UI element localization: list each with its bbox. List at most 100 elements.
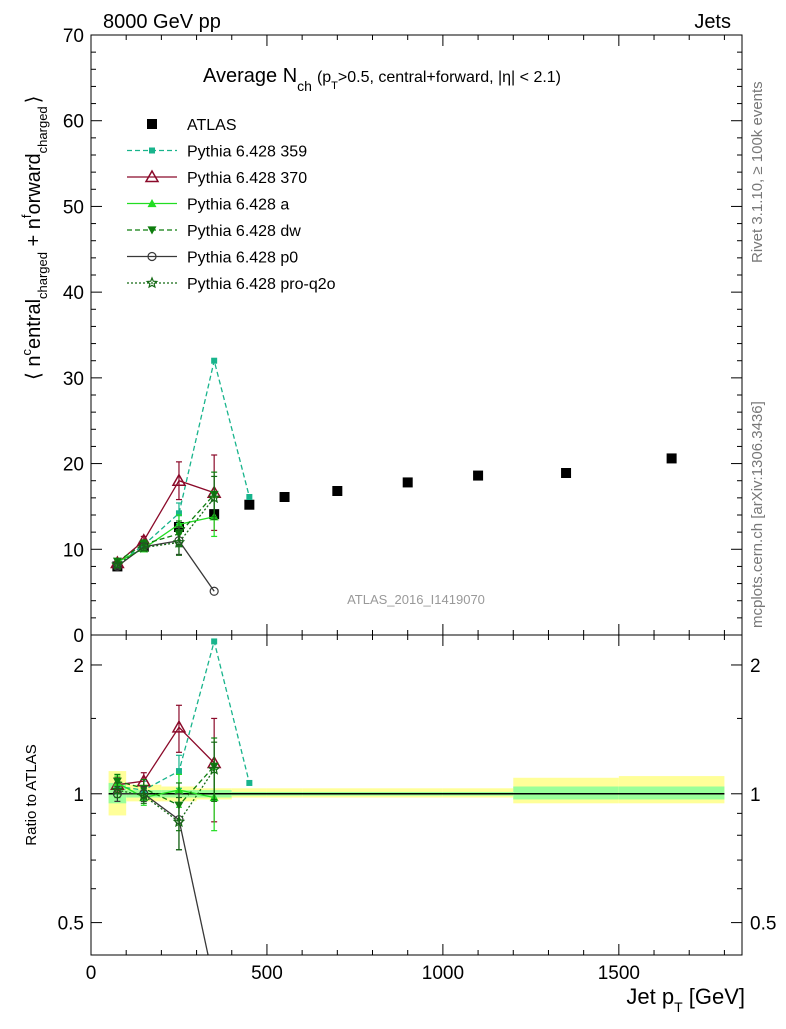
band-green	[618, 786, 725, 800]
series-pythia-6-428-p0	[112, 526, 219, 596]
data-point	[175, 768, 182, 775]
legend-marker	[147, 119, 157, 129]
x-tick-label: 1500	[598, 963, 640, 984]
data-point	[207, 762, 221, 775]
series-pythia-6-428-359	[114, 638, 253, 801]
legend: ATLAS Pythia 6.428 359 Pythia 6.428 370 Pyt…	[127, 117, 336, 293]
data-point	[246, 494, 253, 500]
y-tick-label: 60	[63, 112, 84, 133]
data-point	[111, 558, 124, 571]
ratio-tick-label-right: 1	[750, 785, 761, 806]
series-atlas	[112, 453, 677, 572]
ratio-tick-label: 2	[73, 656, 84, 677]
lower-panel: 0.5 0.5 1 1 2 2 0 500 1000 1500	[58, 634, 776, 984]
legend-label: Pythia 6.428 370	[187, 170, 307, 187]
x-tick-label: 1000	[422, 963, 464, 984]
series-pythia-6-428-a	[112, 496, 219, 566]
legend-item-pythia-6-428-dw: Pythia 6.428 dw	[127, 223, 301, 240]
y-tick-label: 20	[63, 455, 84, 476]
legend-item-pythia-6-428-359: Pythia 6.428 359	[127, 144, 307, 161]
rivet-version-label: Rivet 3.1.10, ≥ 100k events	[749, 81, 766, 263]
legend-item-pythia-6-428-pro-q2o: Pythia 6.428 pro-q2o	[127, 276, 336, 293]
data-point	[175, 510, 182, 517]
legend-label: Pythia 6.428 a	[187, 197, 289, 214]
y-tick-label: 30	[63, 369, 84, 390]
ratio-tick-label-right: 0.5	[750, 914, 776, 935]
data-point	[171, 473, 187, 486]
series-line	[117, 765, 215, 807]
legend-item-pythia-6-428-p0: Pythia 6.428 p0	[127, 250, 298, 267]
lower-frame	[90, 634, 743, 956]
data-point	[279, 492, 290, 502]
mcplots-reference-label: mcplots.cern.ch [arXiv:1306.3436]	[749, 401, 766, 628]
series-pythia-6-428-370	[110, 704, 222, 823]
legend-label: Pythia 6.428 359	[187, 144, 307, 161]
band-green	[513, 786, 619, 800]
y-tick-label: 50	[63, 197, 84, 218]
legend-marker	[147, 251, 157, 262]
data-point	[209, 586, 219, 596]
legend-label: Pythia 6.428 dw	[187, 223, 301, 240]
series-line	[117, 497, 215, 566]
process-label: 8000 GeV pp	[103, 11, 221, 33]
legend-marker	[147, 226, 157, 235]
data-point	[137, 789, 150, 801]
data-point	[244, 499, 255, 510]
legend-label: ATLAS	[187, 117, 237, 134]
x-tick-label: 500	[251, 963, 283, 984]
data-point	[211, 357, 218, 364]
legend-marker	[145, 276, 159, 289]
legend-item-atlas: ATLAS	[147, 117, 237, 134]
x-axis-label: Jet pT [GeV]	[626, 984, 745, 1015]
upper-panel: 0 10 20 30 40 50 60 70	[63, 26, 743, 955]
ratio-tick-label: 0.5	[58, 914, 84, 935]
data-point	[666, 453, 677, 464]
series-pythia-6-428-pro-q2o	[111, 475, 221, 571]
y-tick-label: 0	[73, 626, 84, 647]
data-point	[332, 486, 343, 496]
y-tick-label: 40	[63, 283, 84, 304]
series-line	[117, 769, 215, 823]
ratio-tick-label-right: 2	[750, 656, 761, 677]
series-line	[117, 726, 215, 786]
analysis-type-label: Jets	[694, 11, 731, 33]
upper-y-axis-label: ⟨ ncentralcharged + nforwardcharged⟩	[19, 96, 50, 380]
series-line	[117, 638, 251, 791]
series-line	[117, 516, 215, 563]
x-tick-label: 0	[86, 963, 97, 984]
lower-y-axis-label: Ratio to ATLAS	[23, 744, 40, 845]
data-point	[402, 477, 413, 488]
data-point	[171, 719, 187, 733]
y-tick-label: 10	[63, 540, 84, 561]
data-point	[561, 468, 572, 478]
ratio-tick-label: 1	[73, 785, 84, 806]
series-line	[117, 493, 215, 562]
legend-item-pythia-6-428-a: Pythia 6.428 a	[127, 197, 289, 214]
series-pythia-6-428-359	[114, 357, 253, 568]
data-point	[211, 638, 218, 645]
legend-label: Pythia 6.428 p0	[187, 250, 298, 267]
data-point	[172, 815, 186, 828]
data-point	[112, 777, 122, 786]
data-point	[246, 779, 253, 786]
series-line	[116, 479, 215, 564]
y-tick-label: 70	[63, 26, 84, 47]
series-line	[117, 782, 215, 799]
legend-label: Pythia 6.428 pro-q2o	[187, 276, 336, 293]
series-line	[117, 793, 209, 955]
series-pythia-6-428-370	[110, 454, 222, 569]
data-point	[473, 470, 484, 481]
analysis-id-watermark: ATLAS_2016_I1419070	[347, 592, 485, 607]
data-point	[111, 783, 124, 796]
legend-item-pythia-6-428-370: Pythia 6.428 370	[127, 169, 307, 187]
series-pythia-6-428-p0	[112, 785, 209, 955]
legend-marker	[147, 199, 157, 208]
data-point	[207, 491, 221, 504]
data-point	[137, 541, 150, 553]
data-point	[172, 535, 186, 548]
series-line	[117, 539, 215, 592]
chart-title: Average Nch (pT>0.5, central+forward, |η|…	[203, 65, 561, 94]
legend-marker	[144, 169, 160, 183]
